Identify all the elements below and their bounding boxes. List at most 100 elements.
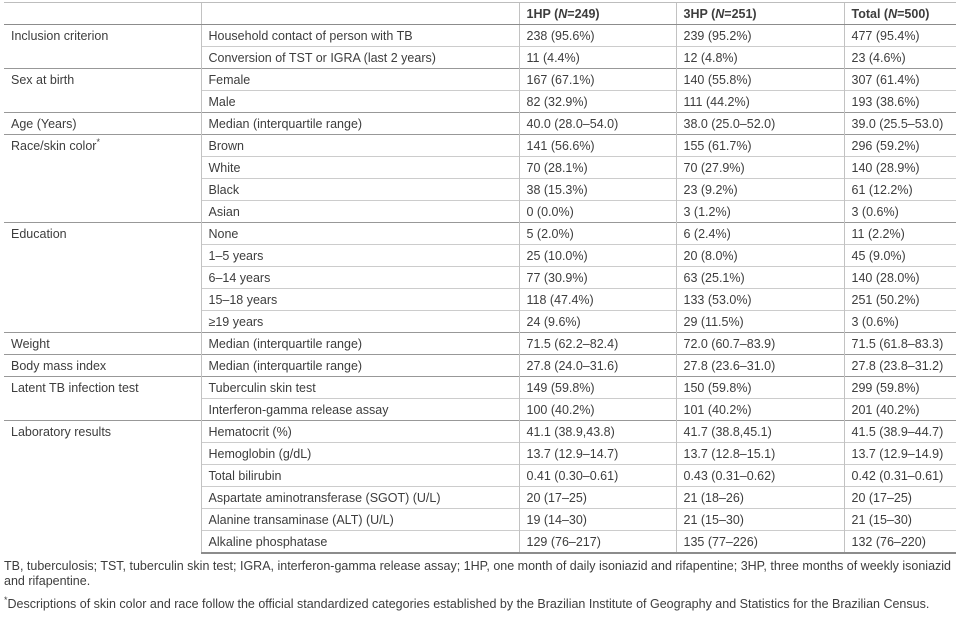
cell-total: 140 (28.9%) xyxy=(843,156,956,179)
cell-1hp: 141 (56.6%) xyxy=(518,134,676,157)
cell-total: 13.7 (12.9–14.9) xyxy=(843,442,956,465)
row-sublabel: Interferon-gamma release assay xyxy=(200,398,519,421)
header-text: 3HP ( xyxy=(683,7,716,21)
cell-total: 41.5 (38.9–44.7) xyxy=(843,420,956,443)
cell-total: 307 (61.4%) xyxy=(843,68,956,91)
table-row: Laboratory results Hematocrit (%) 41.1 (38… xyxy=(4,420,956,553)
header-n-italic: N xyxy=(558,7,568,21)
cell-3hp: 101 (40.2%) xyxy=(675,398,844,421)
cell-3hp: 3 (1.2%) xyxy=(675,200,844,223)
footnotes: TB, tuberculosis; TST, tuberculin skin t… xyxy=(4,559,956,612)
cell-1hp: 82 (32.9%) xyxy=(518,90,676,113)
table-row: Latent TB infection test Tuberculin skin … xyxy=(4,376,956,421)
row-sublabel: Median (interquartile range) xyxy=(200,112,519,135)
cell-3hp: 133 (53.0%) xyxy=(675,288,844,311)
footnote-race-definition: *Descriptions of skin color and race fol… xyxy=(4,594,956,612)
cell-3hp: 239 (95.2%) xyxy=(675,24,844,47)
header-text: =251) xyxy=(724,7,757,21)
row-sublabel: Alkaline phosphatase xyxy=(200,530,519,554)
header-row: 1HP (N=249) 3HP (N=251) Total (N=500) xyxy=(4,2,956,25)
group-label: Education xyxy=(4,222,201,333)
cell-1hp: 149 (59.8%) xyxy=(518,376,676,399)
cell-1hp: 38 (15.3%) xyxy=(518,178,676,201)
row-sublabel: Tuberculin skin test xyxy=(200,376,519,399)
group-label-asterisk: * xyxy=(96,136,100,147)
cell-total: 140 (28.0%) xyxy=(843,266,956,289)
table-row: Male 82 (32.9%) 111 (44.2%) 193 (38.6%) xyxy=(4,90,956,113)
cell-1hp: 70 (28.1%) xyxy=(518,156,676,179)
header-empty-sublabel xyxy=(200,2,519,25)
cell-1hp: 13.7 (12.9–14.7) xyxy=(518,442,676,465)
row-sublabel: ≥19 years xyxy=(200,310,519,333)
cell-total: 201 (40.2%) xyxy=(843,398,956,421)
table-row: Body mass index Median (interquartile ran… xyxy=(4,354,956,377)
cell-total: 299 (59.8%) xyxy=(843,376,956,399)
group-label: Age (Years) xyxy=(4,112,201,135)
row-sublabel: Hematocrit (%) xyxy=(200,420,519,443)
group-label: Body mass index xyxy=(4,354,201,377)
cell-3hp: 70 (27.9%) xyxy=(675,156,844,179)
cell-1hp: 25 (10.0%) xyxy=(518,244,676,267)
header-empty-label xyxy=(4,2,201,25)
header-text: =500) xyxy=(897,7,930,21)
footnote-asterisk: * xyxy=(4,594,8,605)
row-sublabel: Median (interquartile range) xyxy=(200,354,519,377)
cell-1hp: 238 (95.6%) xyxy=(518,24,676,47)
cell-3hp: 20 (8.0%) xyxy=(675,244,844,267)
table-row: Alanine transaminase (ALT) (U/L) 19 (14–3… xyxy=(4,508,956,531)
cell-total: 477 (95.4%) xyxy=(843,24,956,47)
cell-total: 3 (0.6%) xyxy=(843,200,956,223)
header-n-italic: N xyxy=(888,7,898,21)
table-row: Race/skin color* Brown 141 (56.6%) 155 (61.… xyxy=(4,134,956,223)
cell-1hp: 5 (2.0%) xyxy=(518,222,676,245)
cell-total: 27.8 (23.8–31.2) xyxy=(843,354,956,377)
cell-total: 11 (2.2%) xyxy=(843,222,956,245)
footnote-text: TB, tuberculosis; TST, tuberculin skin t… xyxy=(4,559,952,588)
table-row: Sex at birth Female 167 (67.1%) 140 (55.8%)… xyxy=(4,68,956,113)
cell-1hp: 129 (76–217) xyxy=(518,530,676,554)
cell-total: 23 (4.6%) xyxy=(843,46,956,69)
group-label: Weight xyxy=(4,332,201,355)
table-row: 15–18 years 118 (47.4%) 133 (53.0%) 251 (50… xyxy=(4,288,956,311)
cell-3hp: 111 (44.2%) xyxy=(675,90,844,113)
cell-3hp: 41.7 (38.8,45.1) xyxy=(675,420,844,443)
row-sublabel: Male xyxy=(200,90,519,113)
row-sublabel: Female xyxy=(200,68,519,91)
cell-3hp: 23 (9.2%) xyxy=(675,178,844,201)
cell-3hp: 140 (55.8%) xyxy=(675,68,844,91)
table-row: Aspartate aminotransferase (SGOT) (U/L) 2… xyxy=(4,486,956,509)
cell-total: 71.5 (61.8–83.3) xyxy=(843,332,956,355)
group-label: Race/skin color* xyxy=(4,134,201,223)
table-row: Inclusion criterion Household contact of … xyxy=(4,24,956,69)
cell-total: 39.0 (25.5–53.0) xyxy=(843,112,956,135)
group-label: Inclusion criterion xyxy=(4,24,201,69)
cell-3hp: 12 (4.8%) xyxy=(675,46,844,69)
table-row: Weight Median (interquartile range) 71.5 (… xyxy=(4,332,956,355)
row-sublabel: Median (interquartile range) xyxy=(200,332,519,355)
cell-1hp: 0 (0.0%) xyxy=(518,200,676,223)
group-label: Latent TB infection test xyxy=(4,376,201,421)
footnote-abbreviations: TB, tuberculosis; TST, tuberculin skin t… xyxy=(4,559,956,589)
header-text: 1HP ( xyxy=(526,7,559,21)
table-row: 6–14 years 77 (30.9%) 63 (25.1%) 140 (28.0%… xyxy=(4,266,956,289)
cell-1hp: 11 (4.4%) xyxy=(518,46,676,69)
table-row: Asian 0 (0.0%) 3 (1.2%) 3 (0.6%) xyxy=(4,200,956,223)
cell-1hp: 77 (30.9%) xyxy=(518,266,676,289)
row-sublabel: Asian xyxy=(200,200,519,223)
column-header-total: Total (N=500) xyxy=(843,2,956,25)
cell-1hp: 20 (17–25) xyxy=(518,486,676,509)
cell-3hp: 155 (61.7%) xyxy=(675,134,844,157)
cell-1hp: 40.0 (28.0–54.0) xyxy=(518,112,676,135)
cell-1hp: 118 (47.4%) xyxy=(518,288,676,311)
cell-total: 45 (9.0%) xyxy=(843,244,956,267)
row-sublabel: 15–18 years xyxy=(200,288,519,311)
table-row: Age (Years) Median (interquartile range) 4… xyxy=(4,112,956,135)
cell-1hp: 24 (9.6%) xyxy=(518,310,676,333)
row-sublabel: 6–14 years xyxy=(200,266,519,289)
cell-total: 3 (0.6%) xyxy=(843,310,956,333)
table-row: Education None 5 (2.0%) 6 (2.4%) 11 (2.2%) xyxy=(4,222,956,333)
cell-3hp: 6 (2.4%) xyxy=(675,222,844,245)
table-row: Total bilirubin 0.41 (0.30–0.61) 0.43 (0.3… xyxy=(4,464,956,487)
cell-1hp: 100 (40.2%) xyxy=(518,398,676,421)
